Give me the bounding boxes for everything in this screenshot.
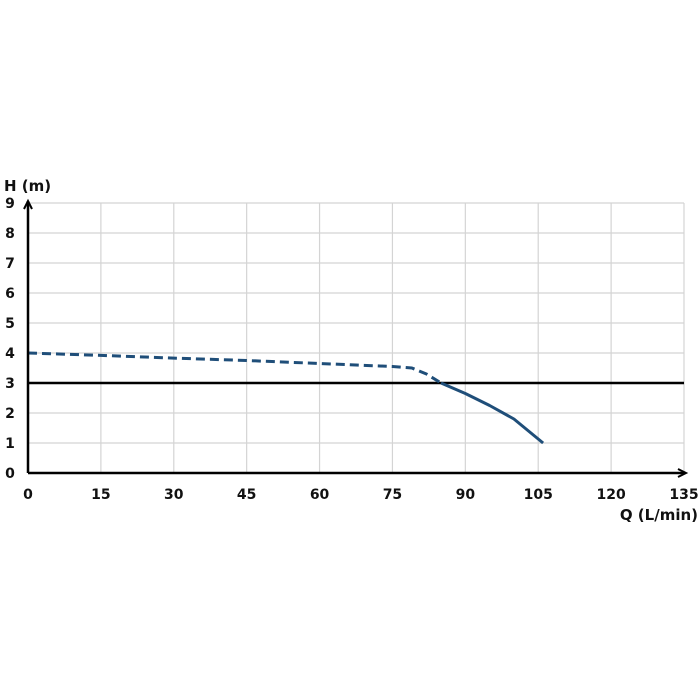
x-tick-label: 90 xyxy=(456,487,476,503)
y-tick-label: 3 xyxy=(5,376,15,392)
y-tick-label: 6 xyxy=(5,286,15,302)
series-line-solid xyxy=(440,381,545,445)
y-tick-label: 7 xyxy=(5,256,15,272)
y-tick-label: 4 xyxy=(5,346,15,362)
y-tick-label: 2 xyxy=(5,406,15,422)
y-tick-label: 9 xyxy=(5,196,15,212)
x-tick-label: 120 xyxy=(596,487,625,503)
y-tick-label: 1 xyxy=(5,436,15,452)
x-tick-label: 105 xyxy=(524,487,553,503)
x-tick-label: 60 xyxy=(310,487,330,503)
x-tick-label: 0 xyxy=(23,487,33,503)
y-tick-label: 0 xyxy=(5,466,15,482)
x-tick-label: 75 xyxy=(383,487,402,503)
series-line-dashed xyxy=(27,351,442,385)
x-tick-label: 15 xyxy=(91,487,110,503)
y-tick-label: 5 xyxy=(5,316,15,332)
y-axis-arrow-icon xyxy=(23,198,33,210)
y-tick-label: 8 xyxy=(5,226,15,242)
x-axis-label: Q (L/min) xyxy=(620,506,698,524)
x-axis-arrow-icon xyxy=(677,468,689,478)
x-tick-label: 45 xyxy=(237,487,256,503)
x-tick-label: 135 xyxy=(669,487,698,503)
y-axis-label: H (m) xyxy=(4,177,51,195)
x-tick-label: 30 xyxy=(164,487,184,503)
